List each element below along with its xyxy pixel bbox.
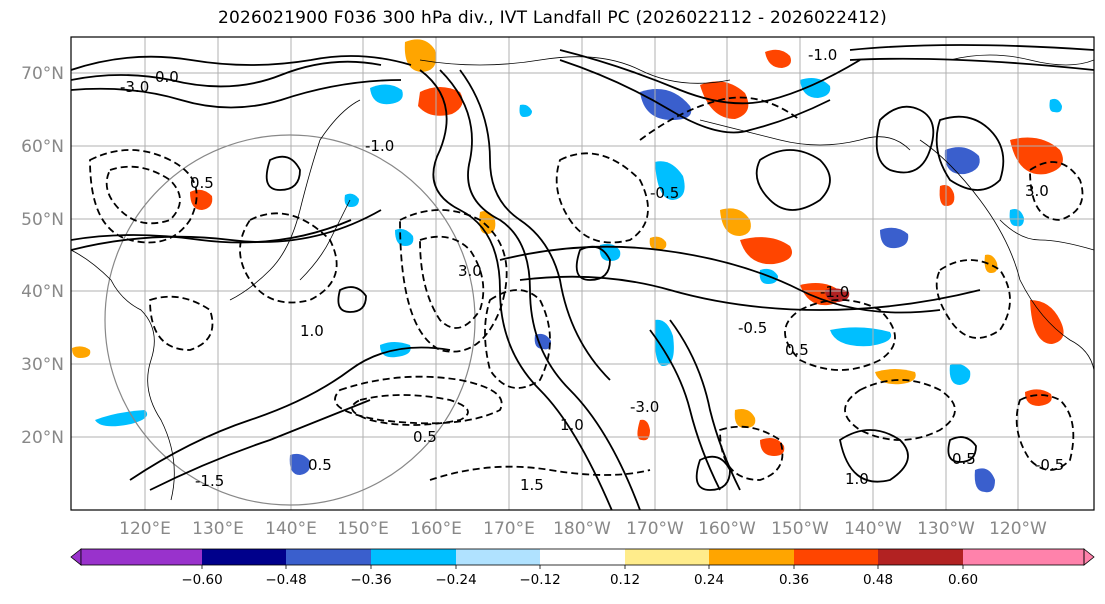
colorbar-segment bbox=[709, 549, 794, 565]
colorbar-tick-label: −0.12 bbox=[519, 572, 560, 588]
ivt-contours-dashed bbox=[89, 96, 1084, 481]
lon-label: 120°E bbox=[119, 519, 171, 539]
contour-labels: -3.0 0.0 -1.0 3.0 1.0 -0.5 0.5 1.0 1.0 0… bbox=[120, 46, 1064, 494]
lon-label: 130°W bbox=[917, 519, 975, 539]
lat-label: 60°N bbox=[21, 137, 64, 157]
colorbar-segment bbox=[540, 549, 625, 565]
map-plot-area: -3.0 0.0 -1.0 3.0 1.0 -0.5 0.5 1.0 1.0 0… bbox=[71, 37, 1094, 510]
latitude-labels: 70°N 60°N 50°N 40°N 30°N 20°N bbox=[21, 64, 64, 448]
colorbar-segment bbox=[371, 549, 456, 565]
lon-label: 160°W bbox=[698, 519, 756, 539]
contour-label: -1.0 bbox=[365, 137, 394, 155]
contour-label: 1.0 bbox=[560, 416, 584, 434]
divergence-shading bbox=[72, 39, 1064, 493]
colorbar-segments bbox=[70, 548, 1095, 566]
contour-label: -1.0 bbox=[808, 46, 837, 64]
colorbar-segment bbox=[456, 549, 540, 565]
contour-label: -0.5 bbox=[650, 184, 679, 202]
colorbar-segment bbox=[202, 549, 286, 565]
lon-label: 140°W bbox=[844, 519, 902, 539]
contour-label: 0.5 bbox=[413, 428, 437, 446]
lon-label: 180°W bbox=[553, 519, 611, 539]
region-circle bbox=[104, 134, 476, 506]
contour-label: 0.5 bbox=[308, 456, 332, 474]
colorbar-segment bbox=[878, 549, 963, 565]
contour-label: -0.5 bbox=[1035, 456, 1064, 474]
colorbar-outline bbox=[80, 548, 1085, 566]
contour-label: -1.5 bbox=[195, 472, 224, 490]
longitude-labels: 120°E 130°E 140°E 150°E 160°E 170°E 180°… bbox=[119, 519, 1047, 539]
colorbar: −0.60 −0.48 −0.36 −0.24 −0.12 0.12 0.24 0.36 0.4… bbox=[70, 548, 1095, 588]
colorbar-tick-label: 0.60 bbox=[948, 572, 978, 588]
contour-label: 1.0 bbox=[845, 470, 869, 488]
colorbar-tick-label: −0.24 bbox=[435, 572, 476, 588]
colorbar-tick-label: 0.24 bbox=[694, 572, 724, 588]
contour-label: 1.0 bbox=[300, 322, 324, 340]
lon-label: 170°W bbox=[626, 519, 684, 539]
contour-label: -3.0 bbox=[120, 78, 149, 96]
lon-label: 130°E bbox=[192, 519, 244, 539]
lon-label: 140°E bbox=[265, 519, 317, 539]
contour-label: -0.5 bbox=[738, 319, 767, 337]
contour-label: 3.0 bbox=[1025, 182, 1049, 200]
contour-label: -3.0 bbox=[630, 398, 659, 416]
contour-label: 1.5 bbox=[520, 476, 544, 494]
lon-label: 120°W bbox=[989, 519, 1047, 539]
contour-label: 0.5 bbox=[785, 341, 809, 359]
colorbar-tick-label: 0.12 bbox=[610, 572, 640, 588]
lon-label: 160°E bbox=[410, 519, 462, 539]
lon-label: 150°E bbox=[337, 519, 389, 539]
colorbar-tick-label: −0.60 bbox=[181, 572, 222, 588]
colorbar-extend-left bbox=[70, 548, 82, 566]
contour-label: 0.0 bbox=[155, 68, 179, 86]
colorbar-tick-label: 0.48 bbox=[863, 572, 893, 588]
lat-label: 40°N bbox=[21, 282, 64, 302]
colorbar-extend-right bbox=[1083, 548, 1095, 566]
colorbar-tick-label: −0.48 bbox=[265, 572, 306, 588]
map-title: 2026021900 F036 300 hPa div., IVT Landfa… bbox=[218, 8, 887, 28]
colorbar-segment bbox=[963, 549, 1084, 565]
contour-label: 0.5 bbox=[190, 174, 214, 192]
lon-label: 150°W bbox=[771, 519, 829, 539]
colorbar-segment bbox=[81, 549, 202, 565]
colorbar-segment bbox=[794, 549, 878, 565]
contour-label: 0.5 bbox=[952, 450, 976, 468]
lat-label: 20°N bbox=[21, 428, 64, 448]
colorbar-segment bbox=[286, 549, 371, 565]
map-frame bbox=[70, 36, 1095, 511]
colorbar-tick-label: 0.36 bbox=[779, 572, 809, 588]
lat-label: 70°N bbox=[21, 64, 64, 84]
lon-label: 170°E bbox=[483, 519, 535, 539]
lat-label: 50°N bbox=[21, 210, 64, 230]
contour-label: -1.0 bbox=[820, 283, 849, 301]
map-gridlines bbox=[71, 37, 1094, 510]
contour-label: 3.0 bbox=[458, 262, 482, 280]
colorbar-ticks: −0.60 −0.48 −0.36 −0.24 −0.12 0.12 0.24 0.36 0.4… bbox=[181, 565, 978, 588]
colorbar-tick-label: −0.36 bbox=[350, 572, 391, 588]
colorbar-segment bbox=[625, 549, 709, 565]
lat-label: 30°N bbox=[21, 355, 64, 375]
